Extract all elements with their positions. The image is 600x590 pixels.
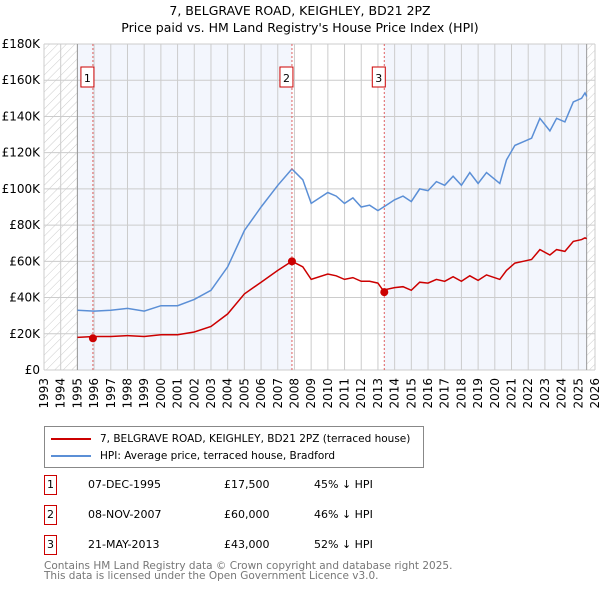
x-tick-label: 2007 (271, 378, 285, 409)
x-tick-label: 1997 (104, 378, 118, 409)
price-chart: £0 £20K £40K £60K £80K £100K £120K £140K £160K £1… (2, 37, 600, 409)
x-tick-label: 2003 (204, 378, 218, 409)
x-tick-label: 2026 (588, 378, 600, 409)
footer-line-2: This data is licensed under the Open Gov… (44, 570, 379, 582)
sale-point (88, 334, 97, 343)
legend-label: 7, BELGRAVE ROAD, KEIGHLEY, BD21 2PZ (te… (100, 433, 411, 445)
sale-label: 3 (375, 72, 382, 85)
legend-item-hpi: HPI: Average price, terraced house, Brad… (51, 450, 335, 462)
chart-subtitle: Price paid vs. HM Land Registry's House … (121, 20, 479, 35)
x-tick-label: 2022 (521, 378, 535, 409)
sale-hpi-diff: 52% ↓ HPI (314, 538, 373, 551)
y-tick-label: £20K (9, 327, 41, 341)
sale-point (287, 257, 296, 266)
y-tick-label: £100K (2, 182, 42, 196)
sale-hpi-diff: 46% ↓ HPI (314, 508, 373, 521)
x-tick-label: 2013 (371, 378, 385, 409)
x-tick-label: 1998 (120, 378, 134, 409)
hpi-line (77, 91, 588, 312)
x-tick-label: 2001 (171, 378, 185, 409)
x-tick-label: 1999 (137, 378, 151, 409)
y-tick-label: £40K (9, 291, 41, 305)
y-tick-label: £160K (2, 73, 42, 87)
chart-title: 7, BELGRAVE ROAD, KEIGHLEY, BD21 2PZ (169, 3, 431, 18)
sale-price: £43,000 (224, 538, 270, 551)
x-tick-label: 2010 (321, 378, 335, 409)
sale-label: 1 (84, 72, 91, 85)
legend-swatch-red (51, 438, 91, 440)
sale-badge: 3 (44, 535, 57, 555)
x-tick-label: 2019 (471, 378, 485, 409)
x-tick-label: 2014 (388, 378, 402, 409)
x-tick-label: 2015 (404, 378, 418, 409)
x-tick-label: 2009 (304, 378, 318, 409)
y-tick-label: £80K (9, 218, 41, 232)
x-tick-label: 1994 (54, 378, 68, 409)
x-tick-label: 2002 (187, 378, 201, 409)
sale-label-box (279, 66, 294, 88)
property-price-line (77, 236, 588, 339)
x-tick-label: 2020 (488, 378, 502, 409)
y-tick-label: £120K (2, 146, 42, 160)
shaded-period (77, 44, 292, 370)
x-tick-label: 1995 (70, 378, 84, 409)
x-tick-label: 2004 (221, 378, 235, 409)
no-data-region-right (586, 44, 595, 370)
x-tick-label: 1996 (87, 378, 101, 409)
y-tick-label: £60K (9, 254, 41, 268)
sale-point (380, 288, 389, 297)
sale-label-box (80, 66, 95, 88)
x-tick-label: 2008 (287, 378, 301, 409)
y-tick-label: £140K (2, 109, 42, 123)
sale-label-box (371, 66, 386, 88)
x-tick-label: 1993 (37, 378, 51, 409)
x-tick-label: 2017 (438, 378, 452, 409)
sale-price: £60,000 (224, 508, 270, 521)
legend: 7, BELGRAVE ROAD, KEIGHLEY, BD21 2PZ (te… (44, 426, 424, 468)
sale-date: 08-NOV-2007 (88, 508, 162, 521)
footer: Contains HM Land Registry data © Crown c… (44, 560, 453, 582)
legend-swatch-blue (51, 455, 91, 457)
x-tick-label: 2006 (254, 378, 268, 409)
x-tick-label: 2011 (338, 378, 352, 409)
x-tick-label: 2012 (354, 378, 368, 409)
x-tick-label: 2025 (571, 378, 585, 409)
x-tick-label: 2024 (555, 378, 569, 409)
legend-item-property: 7, BELGRAVE ROAD, KEIGHLEY, BD21 2PZ (te… (51, 433, 410, 445)
x-tick-label: 2016 (421, 378, 435, 409)
shaded-period (384, 44, 587, 370)
sale-hpi-diff: 45% ↓ HPI (314, 478, 373, 491)
x-tick-label: 2000 (154, 378, 168, 409)
x-tick-label: 2023 (538, 378, 552, 409)
sale-badge: 1 (44, 475, 57, 495)
sale-price: £17,500 (224, 478, 270, 491)
x-tick-label: 2005 (237, 378, 251, 409)
x-tick-label: 2021 (505, 378, 519, 409)
y-tick-label: £0 (25, 363, 40, 377)
y-tick-label: £180K (2, 37, 42, 51)
sale-label: 2 (283, 72, 290, 85)
sale-date: 07-DEC-1995 (88, 478, 162, 491)
x-tick-label: 2018 (454, 378, 468, 409)
legend-label: HPI: Average price, terraced house, Brad… (100, 450, 336, 462)
sale-badge: 2 (44, 505, 57, 525)
sale-date: 21-MAY-2013 (88, 538, 160, 551)
footer-line-1: Contains HM Land Registry data © Crown c… (44, 560, 453, 572)
